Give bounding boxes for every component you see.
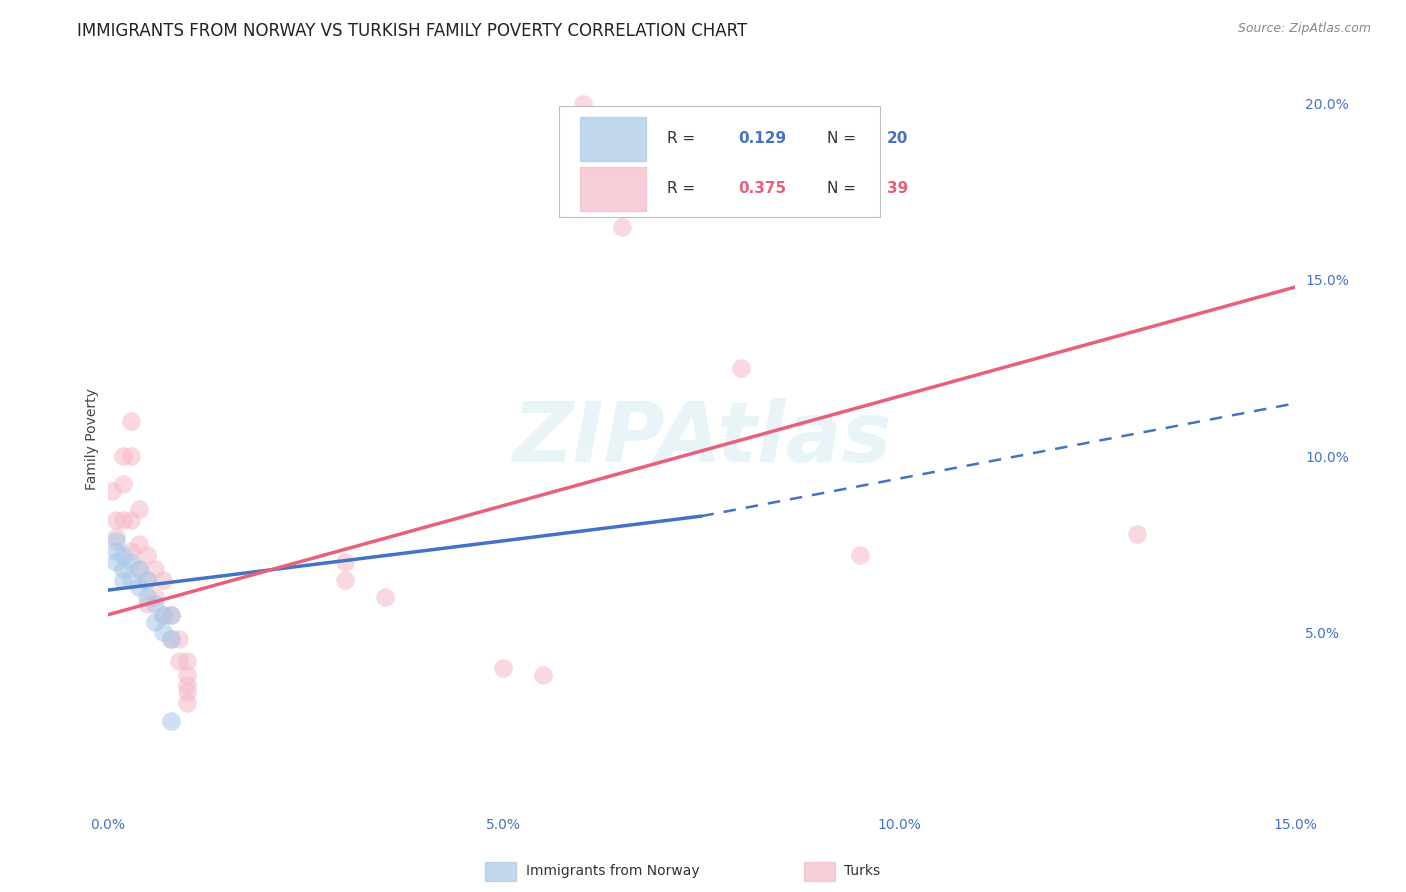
Text: R =: R = (666, 131, 700, 146)
Point (690, 150, 713, 164)
Point (160, 714, 183, 728)
Point (100, 484, 122, 499)
Point (104, 533, 127, 548)
Point (531, 667, 554, 681)
Point (492, 661, 515, 675)
Text: Source: ZipAtlas.com: Source: ZipAtlas.com (1237, 22, 1371, 36)
Text: 20: 20 (887, 131, 908, 146)
Text: 0.375: 0.375 (738, 181, 786, 196)
Text: Turks: Turks (844, 864, 880, 879)
Point (136, 591, 159, 605)
Point (152, 573, 174, 587)
Text: N =: N = (827, 181, 862, 196)
Point (128, 562, 150, 576)
Point (128, 502, 150, 516)
Point (143, 591, 166, 605)
Point (374, 591, 396, 605)
Point (152, 607, 174, 622)
Bar (581, 117, 645, 161)
Text: ZIPAtlas: ZIPAtlas (512, 398, 891, 479)
Point (160, 607, 183, 622)
Point (571, 96, 593, 111)
Point (136, 573, 159, 587)
Point (333, 573, 356, 587)
Point (143, 615, 166, 629)
FancyBboxPatch shape (560, 105, 880, 217)
Point (120, 414, 142, 428)
Point (112, 562, 135, 576)
Point (120, 449, 142, 463)
Point (152, 607, 174, 622)
Point (128, 537, 150, 551)
Point (849, 548, 872, 562)
Text: N =: N = (827, 131, 862, 146)
Point (176, 685, 198, 699)
Text: Immigrants from Norway: Immigrants from Norway (526, 864, 699, 879)
Point (112, 449, 135, 463)
Point (167, 654, 190, 668)
Point (176, 667, 198, 681)
Point (176, 678, 198, 692)
Point (176, 654, 198, 668)
Point (143, 597, 166, 611)
Point (176, 696, 198, 710)
Point (104, 513, 127, 527)
Point (167, 632, 190, 647)
Point (152, 625, 174, 640)
Point (612, 220, 634, 235)
Text: IMMIGRANTS FROM NORWAY VS TURKISH FAMILY POVERTY CORRELATION CHART: IMMIGRANTS FROM NORWAY VS TURKISH FAMILY… (77, 22, 748, 40)
Text: 0.129: 0.129 (738, 131, 786, 146)
Point (333, 555, 356, 569)
Point (136, 597, 159, 611)
Point (104, 544, 127, 558)
Point (120, 573, 142, 587)
Point (160, 607, 183, 622)
Point (730, 361, 752, 376)
Point (120, 513, 142, 527)
Text: R =: R = (666, 181, 700, 196)
Point (104, 530, 127, 544)
Point (112, 573, 135, 587)
Point (160, 632, 183, 647)
Point (1126, 526, 1149, 541)
Point (136, 573, 159, 587)
Point (120, 555, 142, 569)
Point (112, 548, 135, 562)
Point (112, 513, 135, 527)
Point (112, 477, 135, 491)
Point (128, 562, 150, 576)
Point (104, 555, 127, 569)
Text: 39: 39 (887, 181, 908, 196)
Point (136, 548, 159, 562)
Point (120, 544, 142, 558)
Bar (581, 167, 645, 211)
Point (160, 632, 183, 647)
Point (143, 562, 166, 576)
Y-axis label: Family Poverty: Family Poverty (86, 388, 100, 490)
Point (128, 580, 150, 594)
